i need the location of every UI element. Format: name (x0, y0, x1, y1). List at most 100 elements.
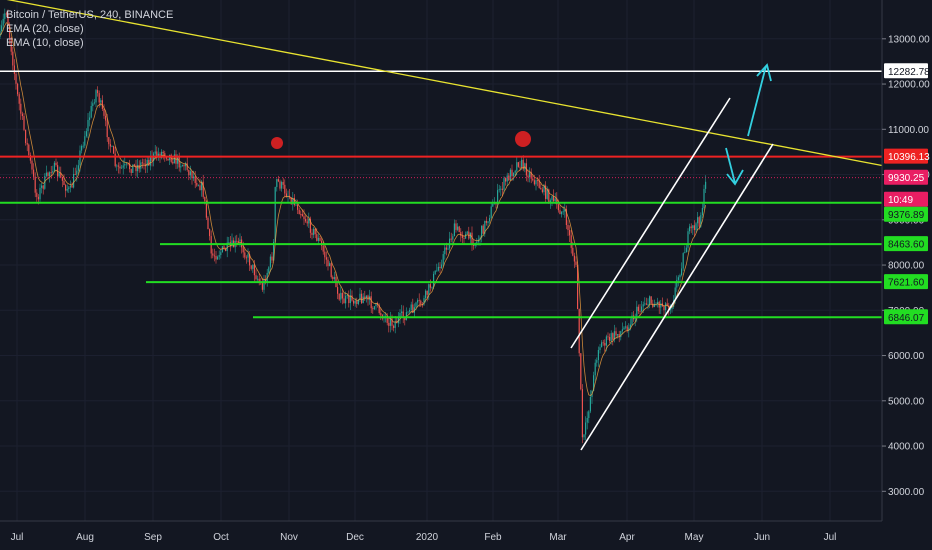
candle-body (39, 187, 41, 200)
candle-body (503, 178, 505, 190)
candle-body (303, 216, 305, 220)
candle-body (631, 315, 633, 325)
candle-body (521, 159, 523, 167)
candle-body (626, 326, 628, 331)
channel-upper-line (570, 97, 731, 349)
candle-body (578, 309, 580, 354)
candle-body (453, 223, 455, 237)
candle-body (349, 295, 351, 304)
up-arrow-head (756, 63, 772, 82)
candle-body (343, 298, 345, 304)
candle-body (0, 31, 1, 38)
candle-body (313, 228, 315, 235)
candle-body (197, 185, 199, 187)
candle-body (201, 181, 203, 191)
candle-body (391, 318, 393, 326)
candle-body (77, 165, 79, 171)
candle-body (415, 302, 417, 308)
candle-body (137, 164, 139, 172)
candle-body (340, 292, 342, 300)
candle-body (109, 144, 111, 147)
price-tag (884, 148, 928, 164)
candle-body (172, 161, 174, 164)
candle-body (365, 295, 367, 299)
candle-body (562, 211, 564, 213)
candle-body (445, 247, 447, 250)
candle-body (373, 306, 375, 310)
candle-body (663, 305, 665, 311)
candle-body (402, 311, 404, 317)
candle-body (471, 232, 473, 246)
channel-lower-line (580, 143, 774, 451)
candle-body (476, 241, 478, 243)
candle-body (450, 238, 452, 240)
candle-body (585, 422, 587, 435)
indicator-ema-10[interactable]: EMA (10, close) (6, 37, 84, 49)
candle-body (593, 375, 595, 391)
candle-body (60, 172, 62, 177)
candle-body (690, 226, 692, 229)
candle-body (337, 287, 339, 294)
candle-body (81, 146, 83, 151)
candle-body (364, 296, 366, 299)
candle-body (570, 235, 572, 248)
candle-body (57, 165, 59, 177)
candle-body (666, 303, 668, 306)
candle-body (55, 162, 57, 166)
candle-body (277, 179, 279, 182)
y-tick-label: 5000.00 (888, 396, 925, 407)
candle-body (141, 162, 143, 164)
candle-body (501, 188, 503, 190)
candle-body (485, 220, 487, 223)
y-tick-label: 3000.00 (888, 487, 925, 498)
candle-body (295, 204, 297, 206)
x-tick-label: Mar (549, 532, 567, 543)
candle-body (529, 171, 531, 178)
candle-body (325, 257, 327, 260)
price-tag-label: 10396.13 (888, 152, 930, 163)
candle-body (671, 306, 673, 310)
candle-body (122, 165, 124, 168)
y-tick-label: 4000.00 (888, 442, 925, 453)
candle-body (413, 307, 415, 313)
candle-body (177, 156, 179, 164)
chart-legend: Bitcoin / TetherUS, 240, BINANCE EMA (20… (6, 8, 173, 50)
candle-body (53, 162, 55, 172)
candle-body (180, 166, 182, 168)
candle-body (505, 178, 507, 182)
candle-body (79, 150, 81, 166)
candle-body (17, 83, 19, 95)
indicator-ema-20[interactable]: EMA (20, close) (6, 23, 84, 35)
candle-body (517, 162, 519, 167)
candle-body (353, 300, 355, 304)
candle-body (557, 204, 559, 211)
candle-body (441, 264, 443, 268)
candle-body (181, 165, 183, 167)
candle-body (535, 180, 537, 185)
candle-body (301, 214, 303, 217)
candle-body (212, 253, 214, 256)
candle-body (657, 301, 659, 304)
candle-body (556, 198, 558, 205)
y-tick-label: 6000.00 (888, 351, 925, 362)
candle-body (447, 248, 449, 250)
candle-body (621, 329, 623, 332)
candle-body (297, 204, 299, 210)
candle-body (308, 218, 310, 224)
candle-body (618, 334, 620, 338)
candle-body (610, 333, 612, 341)
candle-body (378, 305, 380, 313)
candle-body (97, 90, 99, 94)
candle-body (4, 13, 6, 19)
candle-body (613, 331, 615, 340)
symbol-title[interactable]: Bitcoin / TetherUS, 240, BINANCE (6, 9, 174, 21)
price-tag-label: 6846.07 (888, 313, 925, 324)
candle-body (20, 103, 22, 114)
candle-body (543, 185, 545, 193)
candle-body (607, 336, 609, 338)
candle-body (511, 169, 513, 177)
candle-body (513, 172, 515, 177)
price-tag (884, 274, 928, 290)
candle-body (615, 331, 617, 336)
